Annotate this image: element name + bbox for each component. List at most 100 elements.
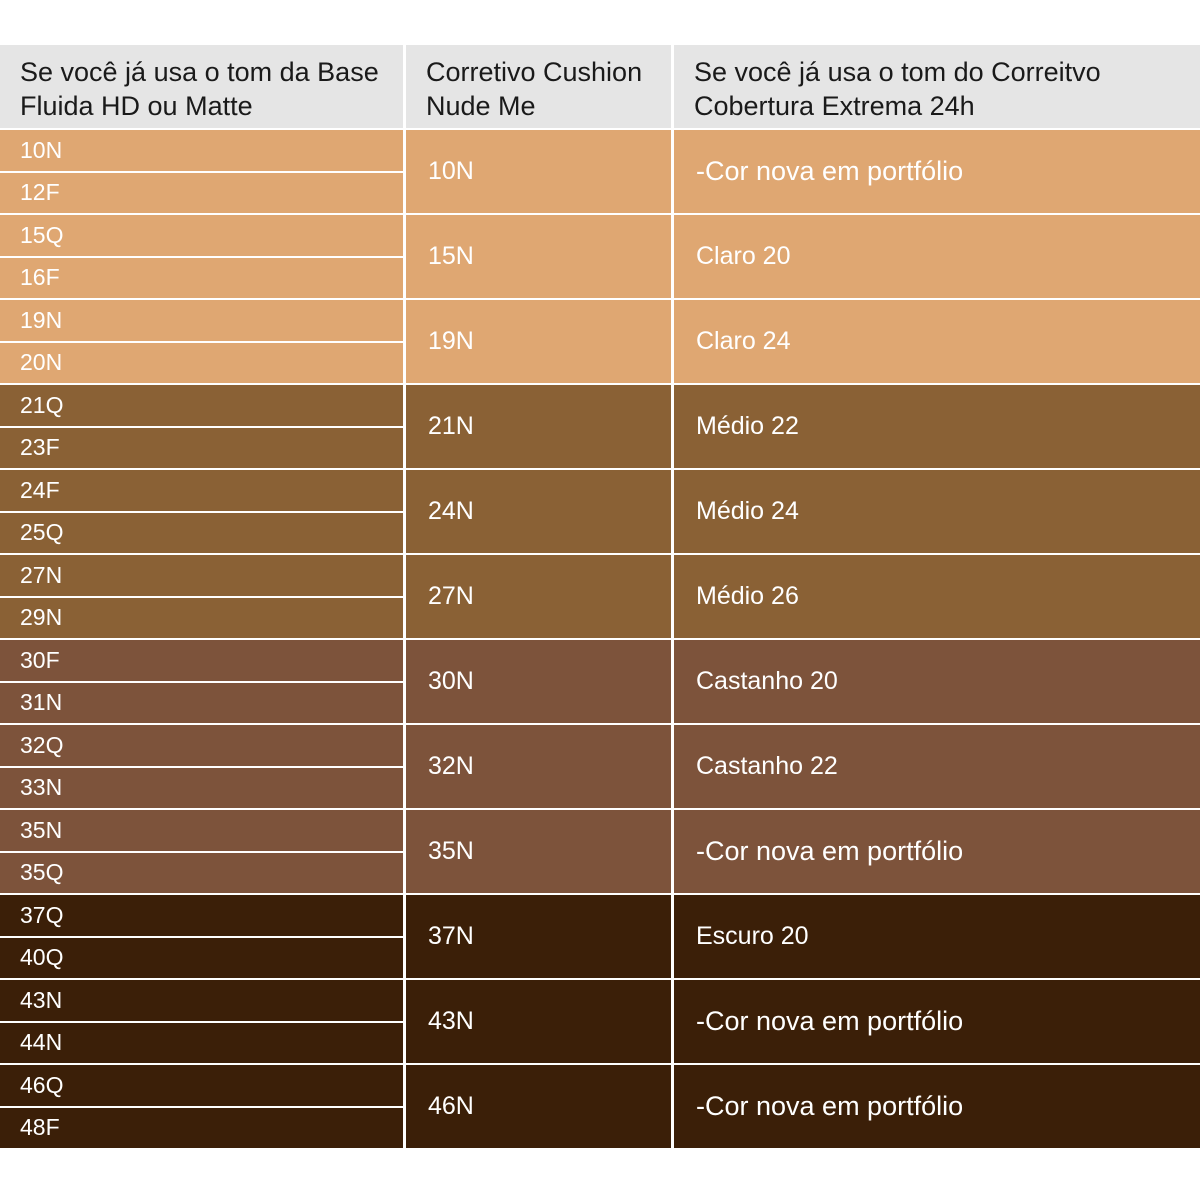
base-shades: 30F 31N — [0, 640, 403, 723]
corretivo-shade: Castanho 22 — [674, 725, 1200, 808]
corretivo-shade: -Cor nova em portfólio — [674, 1065, 1200, 1148]
cushion-shade: 35N — [406, 810, 671, 893]
base-divider — [0, 1020, 403, 1023]
base-shade: 40Q — [0, 937, 403, 978]
base-shades: 19N 20N — [0, 300, 403, 383]
table-row: 46Q 48F 46N -Cor nova em portfólio — [0, 1063, 1200, 1148]
table-row: 10N 12F 10N -Cor nova em portfólio — [0, 128, 1200, 213]
cushion-shade: 15N — [406, 215, 671, 298]
table-body: 10N 12F 10N -Cor nova em portfólio 15Q 16F 15N… — [0, 128, 1200, 1148]
base-shade: 32Q — [0, 725, 403, 766]
header-base: Se você já usa o tom da Base Fluida HD o… — [0, 45, 403, 128]
cushion-shade: 10N — [406, 130, 671, 213]
table-row: 27N 29N 27N Médio 26 — [0, 553, 1200, 638]
cushion-shade: 19N — [406, 300, 671, 383]
base-shades: 32Q 33N — [0, 725, 403, 808]
table-row: 30F 31N 30N Castanho 20 — [0, 638, 1200, 723]
header-divider — [671, 45, 674, 128]
cushion-shade: 24N — [406, 470, 671, 553]
base-shade: 44N — [0, 1022, 403, 1063]
column-divider — [403, 130, 406, 213]
corretivo-shade: Médio 22 — [674, 385, 1200, 468]
column-divider — [403, 980, 406, 1063]
base-divider — [0, 1105, 403, 1108]
cushion-shade: 43N — [406, 980, 671, 1063]
base-shade: 46Q — [0, 1065, 403, 1106]
base-divider — [0, 340, 403, 343]
base-shade: 37Q — [0, 895, 403, 936]
base-shade: 19N — [0, 300, 403, 341]
base-shade: 25Q — [0, 512, 403, 553]
column-divider — [671, 725, 674, 808]
column-divider — [403, 810, 406, 893]
column-divider — [671, 1065, 674, 1148]
base-shade: 12F — [0, 172, 403, 213]
base-divider — [0, 935, 403, 938]
base-shade: 48F — [0, 1107, 403, 1148]
table-row: 19N 20N 19N Claro 24 — [0, 298, 1200, 383]
column-divider — [403, 725, 406, 808]
base-divider — [0, 425, 403, 428]
base-divider — [0, 255, 403, 258]
table-row: 24F 25Q 24N Médio 24 — [0, 468, 1200, 553]
table-row: 37Q 40Q 37N Escuro 20 — [0, 893, 1200, 978]
base-shades: 43N 44N — [0, 980, 403, 1063]
base-divider — [0, 510, 403, 513]
column-divider — [403, 555, 406, 638]
column-divider — [671, 810, 674, 893]
base-shade: 29N — [0, 597, 403, 638]
base-shade: 15Q — [0, 215, 403, 256]
table-row: 15Q 16F 15N Claro 20 — [0, 213, 1200, 298]
base-shades: 37Q 40Q — [0, 895, 403, 978]
column-divider — [671, 385, 674, 468]
table-row: 21Q 23F 21N Médio 22 — [0, 383, 1200, 468]
column-divider — [671, 215, 674, 298]
corretivo-shade: -Cor nova em portfólio — [674, 130, 1200, 213]
base-shades: 10N 12F — [0, 130, 403, 213]
base-shade: 35N — [0, 810, 403, 851]
base-divider — [0, 850, 403, 853]
cushion-shade: 32N — [406, 725, 671, 808]
base-shade: 20N — [0, 342, 403, 383]
base-divider — [0, 170, 403, 173]
column-divider — [403, 300, 406, 383]
base-shades: 21Q 23F — [0, 385, 403, 468]
cushion-shade: 27N — [406, 555, 671, 638]
base-shade: 24F — [0, 470, 403, 511]
shade-table: Se você já usa o tom da Base Fluida HD o… — [0, 45, 1200, 1148]
base-shade: 35Q — [0, 852, 403, 893]
column-divider — [403, 640, 406, 723]
table-row: 43N 44N 43N -Cor nova em portfólio — [0, 978, 1200, 1063]
base-shades: 15Q 16F — [0, 215, 403, 298]
table-header: Se você já usa o tom da Base Fluida HD o… — [0, 45, 1200, 128]
base-shades: 46Q 48F — [0, 1065, 403, 1148]
corretivo-shade: Médio 24 — [674, 470, 1200, 553]
column-divider — [403, 385, 406, 468]
corretivo-shade: Claro 20 — [674, 215, 1200, 298]
base-shade: 27N — [0, 555, 403, 596]
cushion-shade: 46N — [406, 1065, 671, 1148]
base-shade: 23F — [0, 427, 403, 468]
corretivo-shade: -Cor nova em portfólio — [674, 810, 1200, 893]
base-divider — [0, 680, 403, 683]
base-divider — [0, 595, 403, 598]
header-divider — [403, 45, 406, 128]
base-shade: 30F — [0, 640, 403, 681]
base-shade: 43N — [0, 980, 403, 1021]
column-divider — [403, 470, 406, 553]
corretivo-shade: Claro 24 — [674, 300, 1200, 383]
header-cushion: Corretivo Cushion Nude Me — [406, 45, 671, 128]
base-shade: 33N — [0, 767, 403, 808]
table-row: 32Q 33N 32N Castanho 22 — [0, 723, 1200, 808]
corretivo-shade: Castanho 20 — [674, 640, 1200, 723]
column-divider — [671, 980, 674, 1063]
column-divider — [671, 470, 674, 553]
corretivo-shade: Escuro 20 — [674, 895, 1200, 978]
base-shade: 16F — [0, 257, 403, 298]
base-divider — [0, 765, 403, 768]
base-shade: 10N — [0, 130, 403, 171]
table-row: 35N 35Q 35N -Cor nova em portfólio — [0, 808, 1200, 893]
base-shade: 21Q — [0, 385, 403, 426]
column-divider — [671, 300, 674, 383]
column-divider — [671, 555, 674, 638]
